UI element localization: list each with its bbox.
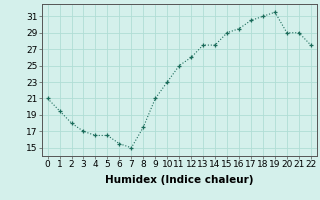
X-axis label: Humidex (Indice chaleur): Humidex (Indice chaleur) (105, 175, 253, 185)
